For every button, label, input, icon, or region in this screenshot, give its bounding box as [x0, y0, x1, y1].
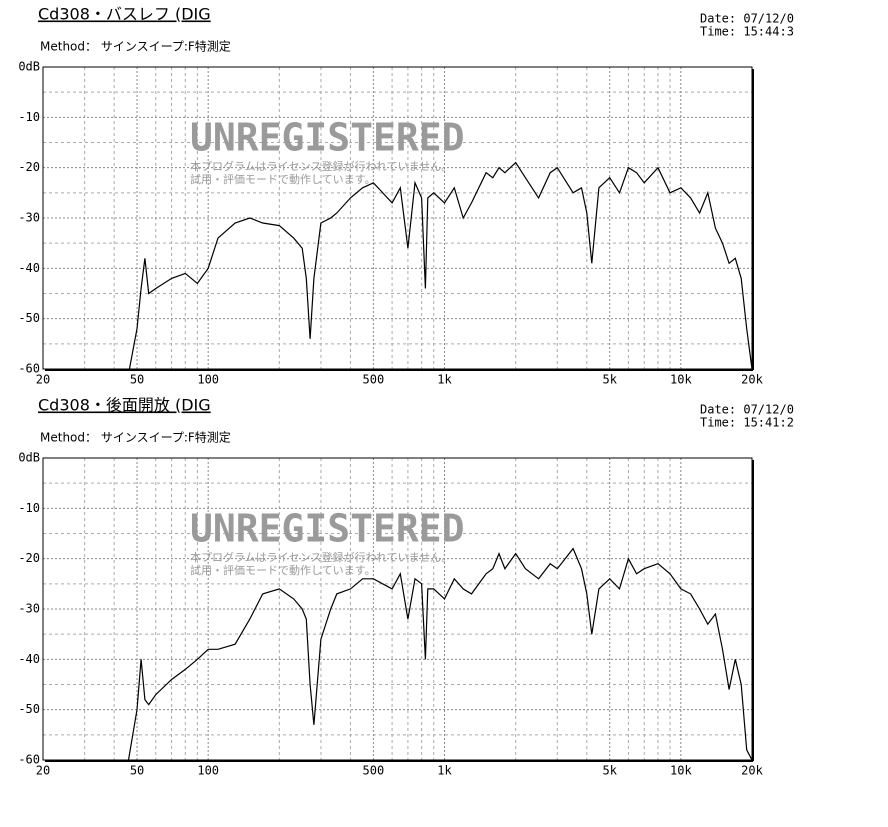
x-tick-label: 20: [36, 373, 50, 387]
y-tick-label: -20: [18, 160, 40, 174]
time: Time: 15:44:3: [700, 25, 794, 39]
watermark-notice: 本プログラムはライセンス登録が行われていません。: [190, 159, 452, 173]
response-line: [43, 161, 752, 369]
chart: Cd308・バスレフ (DIG Method： サインスイープ:F特測定 Date:…: [18, 5, 794, 387]
method: Method： サインスイープ:F特測定: [40, 39, 231, 54]
date: Date: 07/12/0: [700, 12, 794, 26]
x-tick-label: 100: [197, 764, 219, 778]
y-tick-label: -30: [18, 211, 40, 225]
y-tick-label: -40: [18, 261, 40, 275]
chart-title: Cd308・バスレフ (DIG: [38, 5, 211, 24]
y-tick-label: -30: [18, 602, 40, 616]
date: Date: 07/12/0: [700, 403, 794, 417]
plot-frame: [42, 66, 753, 370]
x-tick-label: 1k: [437, 373, 452, 387]
y-tick-label: 0dB: [18, 451, 40, 465]
x-tick-label: 20k: [741, 373, 763, 387]
x-tick-label: 5k: [602, 764, 617, 778]
time: Time: 15:41:2: [700, 416, 794, 430]
x-tick-label: 10k: [670, 764, 692, 778]
x-tick-label: 50: [130, 764, 144, 778]
y-tick-label: -60: [18, 362, 40, 376]
response-line: [43, 547, 752, 760]
y-tick-label: 0dB: [18, 60, 40, 74]
x-tick-label: 1k: [437, 764, 452, 778]
watermark-notice: 本プログラムはライセンス登録が行われていません。: [190, 550, 452, 564]
x-tick-label: 50: [130, 373, 144, 387]
y-tick-label: -50: [18, 702, 40, 716]
y-tick-label: -40: [18, 652, 40, 666]
chart: Cd308・後面開放 (DIG Method： サインスイープ:F特測定 Date:…: [18, 396, 794, 778]
x-tick-label: 5k: [602, 373, 617, 387]
watermark: UNREGISTERED: [190, 507, 465, 551]
y-tick-label: -10: [18, 501, 40, 515]
watermark-notice: 試用・評価モードで動作しています。: [190, 172, 376, 186]
x-tick-label: 10k: [670, 373, 692, 387]
x-tick-label: 20: [36, 764, 50, 778]
y-tick-label: -50: [18, 311, 40, 325]
watermark-notice: 試用・評価モードで動作しています。: [190, 563, 376, 577]
x-tick-label: 20k: [741, 764, 763, 778]
y-tick-label: -60: [18, 753, 40, 767]
method: Method： サインスイープ:F特測定: [40, 430, 231, 445]
y-tick-label: -20: [18, 551, 40, 565]
x-tick-label: 500: [363, 764, 385, 778]
chart-title: Cd308・後面開放 (DIG: [38, 396, 211, 415]
y-tick-label: -10: [18, 110, 40, 124]
x-tick-label: 100: [197, 373, 219, 387]
plot-frame: [42, 457, 753, 761]
watermark: UNREGISTERED: [190, 116, 465, 160]
x-tick-label: 500: [363, 373, 385, 387]
